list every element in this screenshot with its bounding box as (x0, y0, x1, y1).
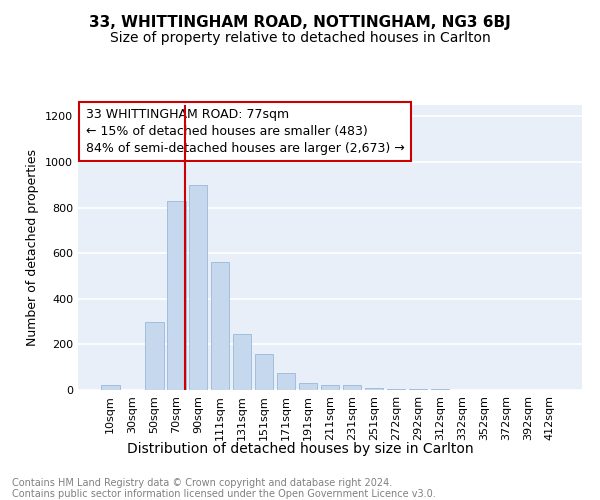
Bar (365, 388, 383, 390)
Y-axis label: Number of detached properties: Number of detached properties (26, 149, 40, 346)
Bar (409, 389, 427, 390)
Bar (277, 373, 295, 390)
Text: Size of property relative to detached houses in Carlton: Size of property relative to detached ho… (110, 31, 490, 45)
Text: Contains HM Land Registry data © Crown copyright and database right 2024.
Contai: Contains HM Land Registry data © Crown c… (12, 478, 436, 499)
Bar (343, 386, 361, 390)
Bar (255, 354, 274, 390)
Bar (101, 386, 119, 390)
Text: Distribution of detached houses by size in Carlton: Distribution of detached houses by size … (127, 442, 473, 456)
Text: 33, WHITTINGHAM ROAD, NOTTINGHAM, NG3 6BJ: 33, WHITTINGHAM ROAD, NOTTINGHAM, NG3 6B… (89, 15, 511, 30)
Bar (386, 389, 405, 390)
Bar (189, 185, 208, 390)
Bar (233, 334, 251, 390)
Bar (145, 322, 164, 390)
Bar (320, 386, 340, 390)
Bar (167, 201, 185, 390)
Bar (211, 262, 229, 390)
Bar (299, 383, 317, 390)
Text: 33 WHITTINGHAM ROAD: 77sqm
← 15% of detached houses are smaller (483)
84% of sem: 33 WHITTINGHAM ROAD: 77sqm ← 15% of deta… (86, 108, 404, 155)
